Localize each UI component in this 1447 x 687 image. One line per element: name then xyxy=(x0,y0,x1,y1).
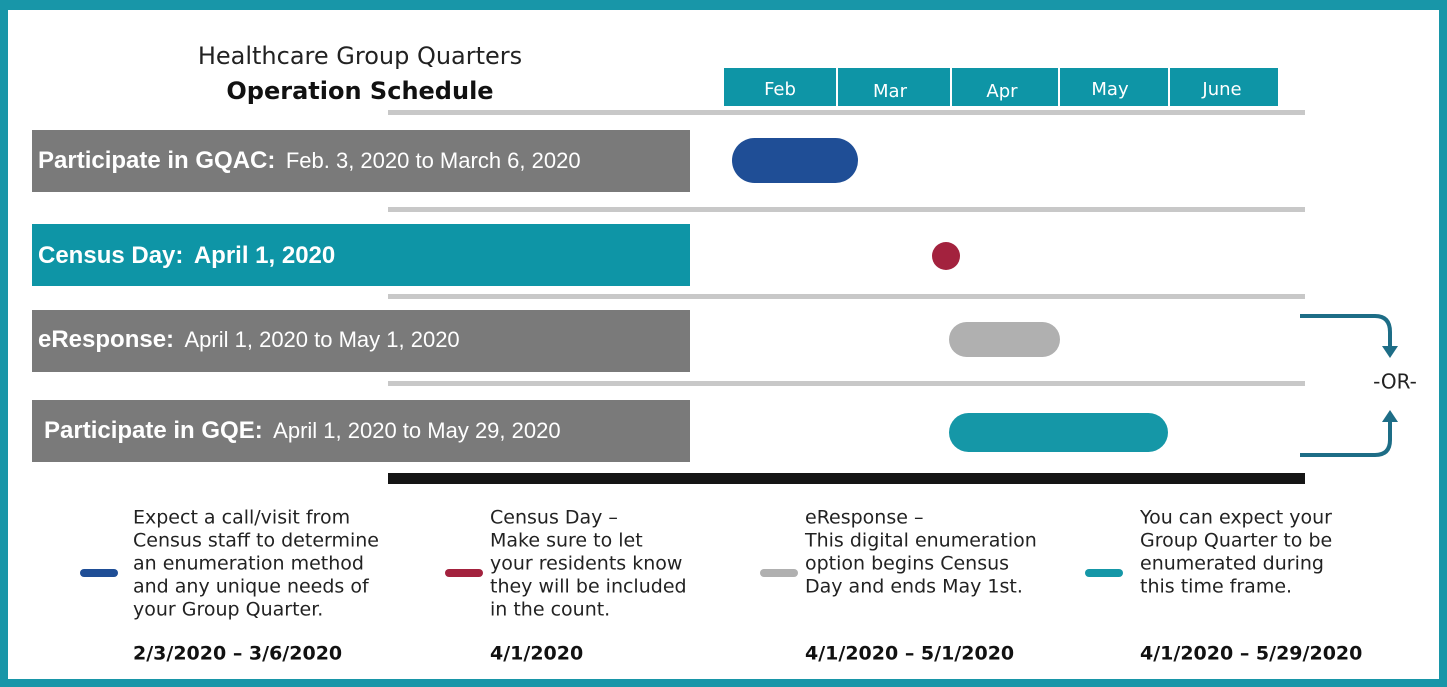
legend-text: Expect a call/visit from xyxy=(133,507,350,529)
legend-text: and any unique needs of xyxy=(133,576,370,598)
month: May xyxy=(1091,79,1129,100)
legend-text: your Group Quarter. xyxy=(133,599,323,621)
legend-text: option begins Census xyxy=(805,553,1009,575)
timeline-bar xyxy=(949,413,1168,452)
legend-text: this time frame. xyxy=(1140,576,1292,598)
arrow-head xyxy=(1382,410,1398,422)
legend-text: You can expect your xyxy=(1139,507,1332,529)
legend-dates: 4/1/2020 – 5/29/2020 xyxy=(1140,643,1362,665)
legend-dates: 4/1/2020 xyxy=(490,643,583,665)
month: Feb xyxy=(764,79,796,100)
legend-text: enumerated during xyxy=(1140,553,1324,575)
timeline-dot xyxy=(932,242,960,270)
month-cell xyxy=(838,68,950,106)
legend-text: Census Day – xyxy=(490,507,618,529)
separator xyxy=(388,110,1305,115)
legend-swatch xyxy=(1085,569,1123,577)
legend-text: Day and ends May 1st. xyxy=(805,576,1023,598)
legend-text: they will be included xyxy=(490,576,687,598)
legend-text: Make sure to let xyxy=(490,530,643,552)
row-text: eResponse: April 1, 2020 to May 1, 2020 xyxy=(38,326,460,353)
legend-text: eResponse – xyxy=(805,507,923,529)
legend-text: This digital enumeration xyxy=(804,530,1037,552)
row-box xyxy=(32,130,690,192)
arrow-head xyxy=(1382,346,1398,358)
or-arrows xyxy=(1300,314,1392,457)
month: June xyxy=(1201,79,1241,100)
month-cell xyxy=(1060,68,1168,106)
baseline xyxy=(388,473,1305,484)
legend-swatch xyxy=(760,569,798,577)
legend-swatch xyxy=(80,569,118,577)
arrow xyxy=(1300,420,1392,457)
subtitle: Operation Schedule xyxy=(226,77,493,105)
month-cell xyxy=(1170,68,1278,106)
row-text: Participate in GQE: April 1, 2020 to May… xyxy=(44,417,561,444)
row-box xyxy=(32,400,690,462)
legend-dates: 4/1/2020 – 5/1/2020 xyxy=(805,643,1014,665)
legend-swatch xyxy=(445,569,483,577)
month-cell xyxy=(952,68,1058,106)
legend-text: Group Quarter to be xyxy=(1140,530,1332,552)
separator xyxy=(388,381,1305,386)
title: Healthcare Group Quarters xyxy=(198,42,522,70)
row-text: Participate in GQAC: Feb. 3, 2020 to Mar… xyxy=(38,147,581,174)
legend-text: Census staff to determine xyxy=(133,530,379,552)
or-label: -OR- xyxy=(1373,370,1417,394)
legend-dates: 2/3/2020 – 3/6/2020 xyxy=(133,643,342,665)
row-box xyxy=(32,310,690,372)
row-text: Census Day: April 1, 2020 xyxy=(38,242,335,269)
separator xyxy=(388,294,1305,299)
timeline-bar xyxy=(732,138,858,183)
legend-text: in the count. xyxy=(490,599,610,621)
month-header: Feb Mar Apr May June xyxy=(724,68,1278,106)
separators xyxy=(388,110,1305,386)
legend-text: your residents know xyxy=(490,553,682,575)
month-cell xyxy=(724,68,836,106)
separator xyxy=(388,207,1305,212)
timeline-bar xyxy=(949,322,1060,357)
arrow xyxy=(1300,314,1392,348)
legend-text: an enumeration method xyxy=(133,553,364,575)
month: Apr xyxy=(986,81,1018,102)
month: Mar xyxy=(873,81,908,102)
row-box xyxy=(32,224,690,286)
